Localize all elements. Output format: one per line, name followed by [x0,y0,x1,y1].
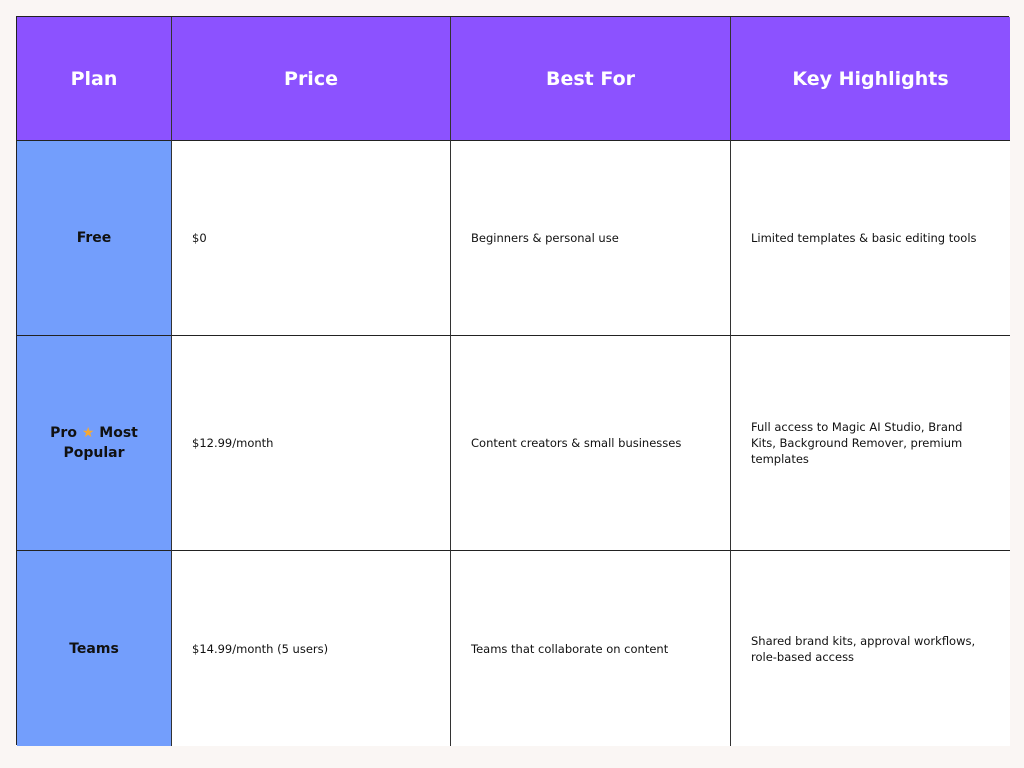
header-price: Price [172,17,451,141]
price-cell: $14.99/month (5 users) [172,551,451,746]
plan-cell: Free [17,141,172,336]
header-plan: Plan [17,17,172,141]
plan-badge: Most Popular [63,425,138,461]
best-for-cell: Beginners & personal use [451,141,731,336]
best-for-cell: Teams that collaborate on content [451,551,731,746]
price-cell: $12.99/month [172,336,451,551]
plan-name: Teams [69,640,119,657]
star-icon: ★ [81,425,95,441]
plan-label: Pro ★ Most Popular [27,423,161,463]
header-key-highlights: Key Highlights [731,17,1010,141]
highlights-cell: Shared brand kits, approval workflows, r… [731,551,1010,746]
price-cell: $0 [172,141,451,336]
pricing-table: Plan Price Best For Key Highlights Free … [16,16,1010,746]
plan-cell: Pro ★ Most Popular [17,336,172,551]
best-for-cell: Content creators & small businesses [451,336,731,551]
plan-name: Pro [50,425,77,441]
highlights-cell: Limited templates & basic editing tools [731,141,1010,336]
header-best-for: Best For [451,17,731,141]
plan-cell: Teams [17,551,172,746]
plan-name: Free [76,230,112,246]
highlights-cell: Full access to Magic AI Studio, Brand Ki… [731,336,1010,551]
